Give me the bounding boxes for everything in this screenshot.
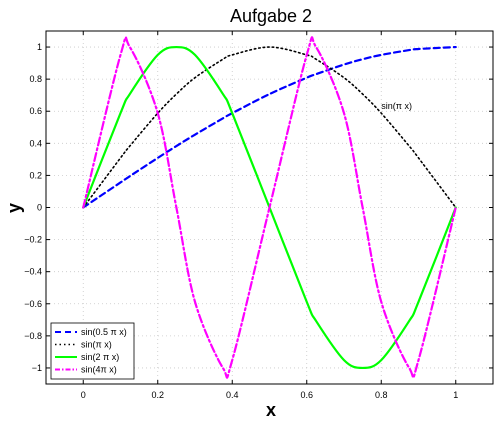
y-tick-label: 1 [37,42,42,52]
series-line-4 [82,36,457,379]
y-tick-label: −1 [32,363,42,373]
y-tick-label: 0.6 [29,106,42,116]
x-tick-label: 1 [453,390,458,400]
series-line-1 [82,45,457,209]
y-tick-label: −0.6 [24,299,42,309]
y-tick-label: −0.4 [24,267,42,277]
chart-title: Aufgabe 2 [230,6,312,26]
x-tick-label: 0 [81,390,86,400]
x-tick-label: 0.2 [151,390,164,400]
legend-label-1: sin(0.5 π x) [81,327,127,337]
x-tick-label: 0.4 [226,390,239,400]
y-tick-label: 0 [37,203,42,213]
y-axis-title: y [4,203,24,213]
annotation-label: sin(π x) [381,101,412,111]
y-tick-label: 0.2 [29,170,42,180]
legend-box [50,322,135,380]
x-axis-title: x [266,400,276,420]
y-tick-label: −0.2 [24,235,42,245]
x-tick-label: 0.6 [300,390,313,400]
legend-label-3: sin(2 π x) [81,352,119,362]
x-tick-label: 0.8 [375,390,388,400]
legend-label-2: sin(π x) [81,340,112,350]
y-tick-label: 0.8 [29,74,42,84]
series-line-2 [82,46,457,209]
y-tick-label: 0.4 [29,138,42,148]
y-tick-label: −0.8 [24,331,42,341]
legend-label-4: sin(4π x) [81,365,117,375]
